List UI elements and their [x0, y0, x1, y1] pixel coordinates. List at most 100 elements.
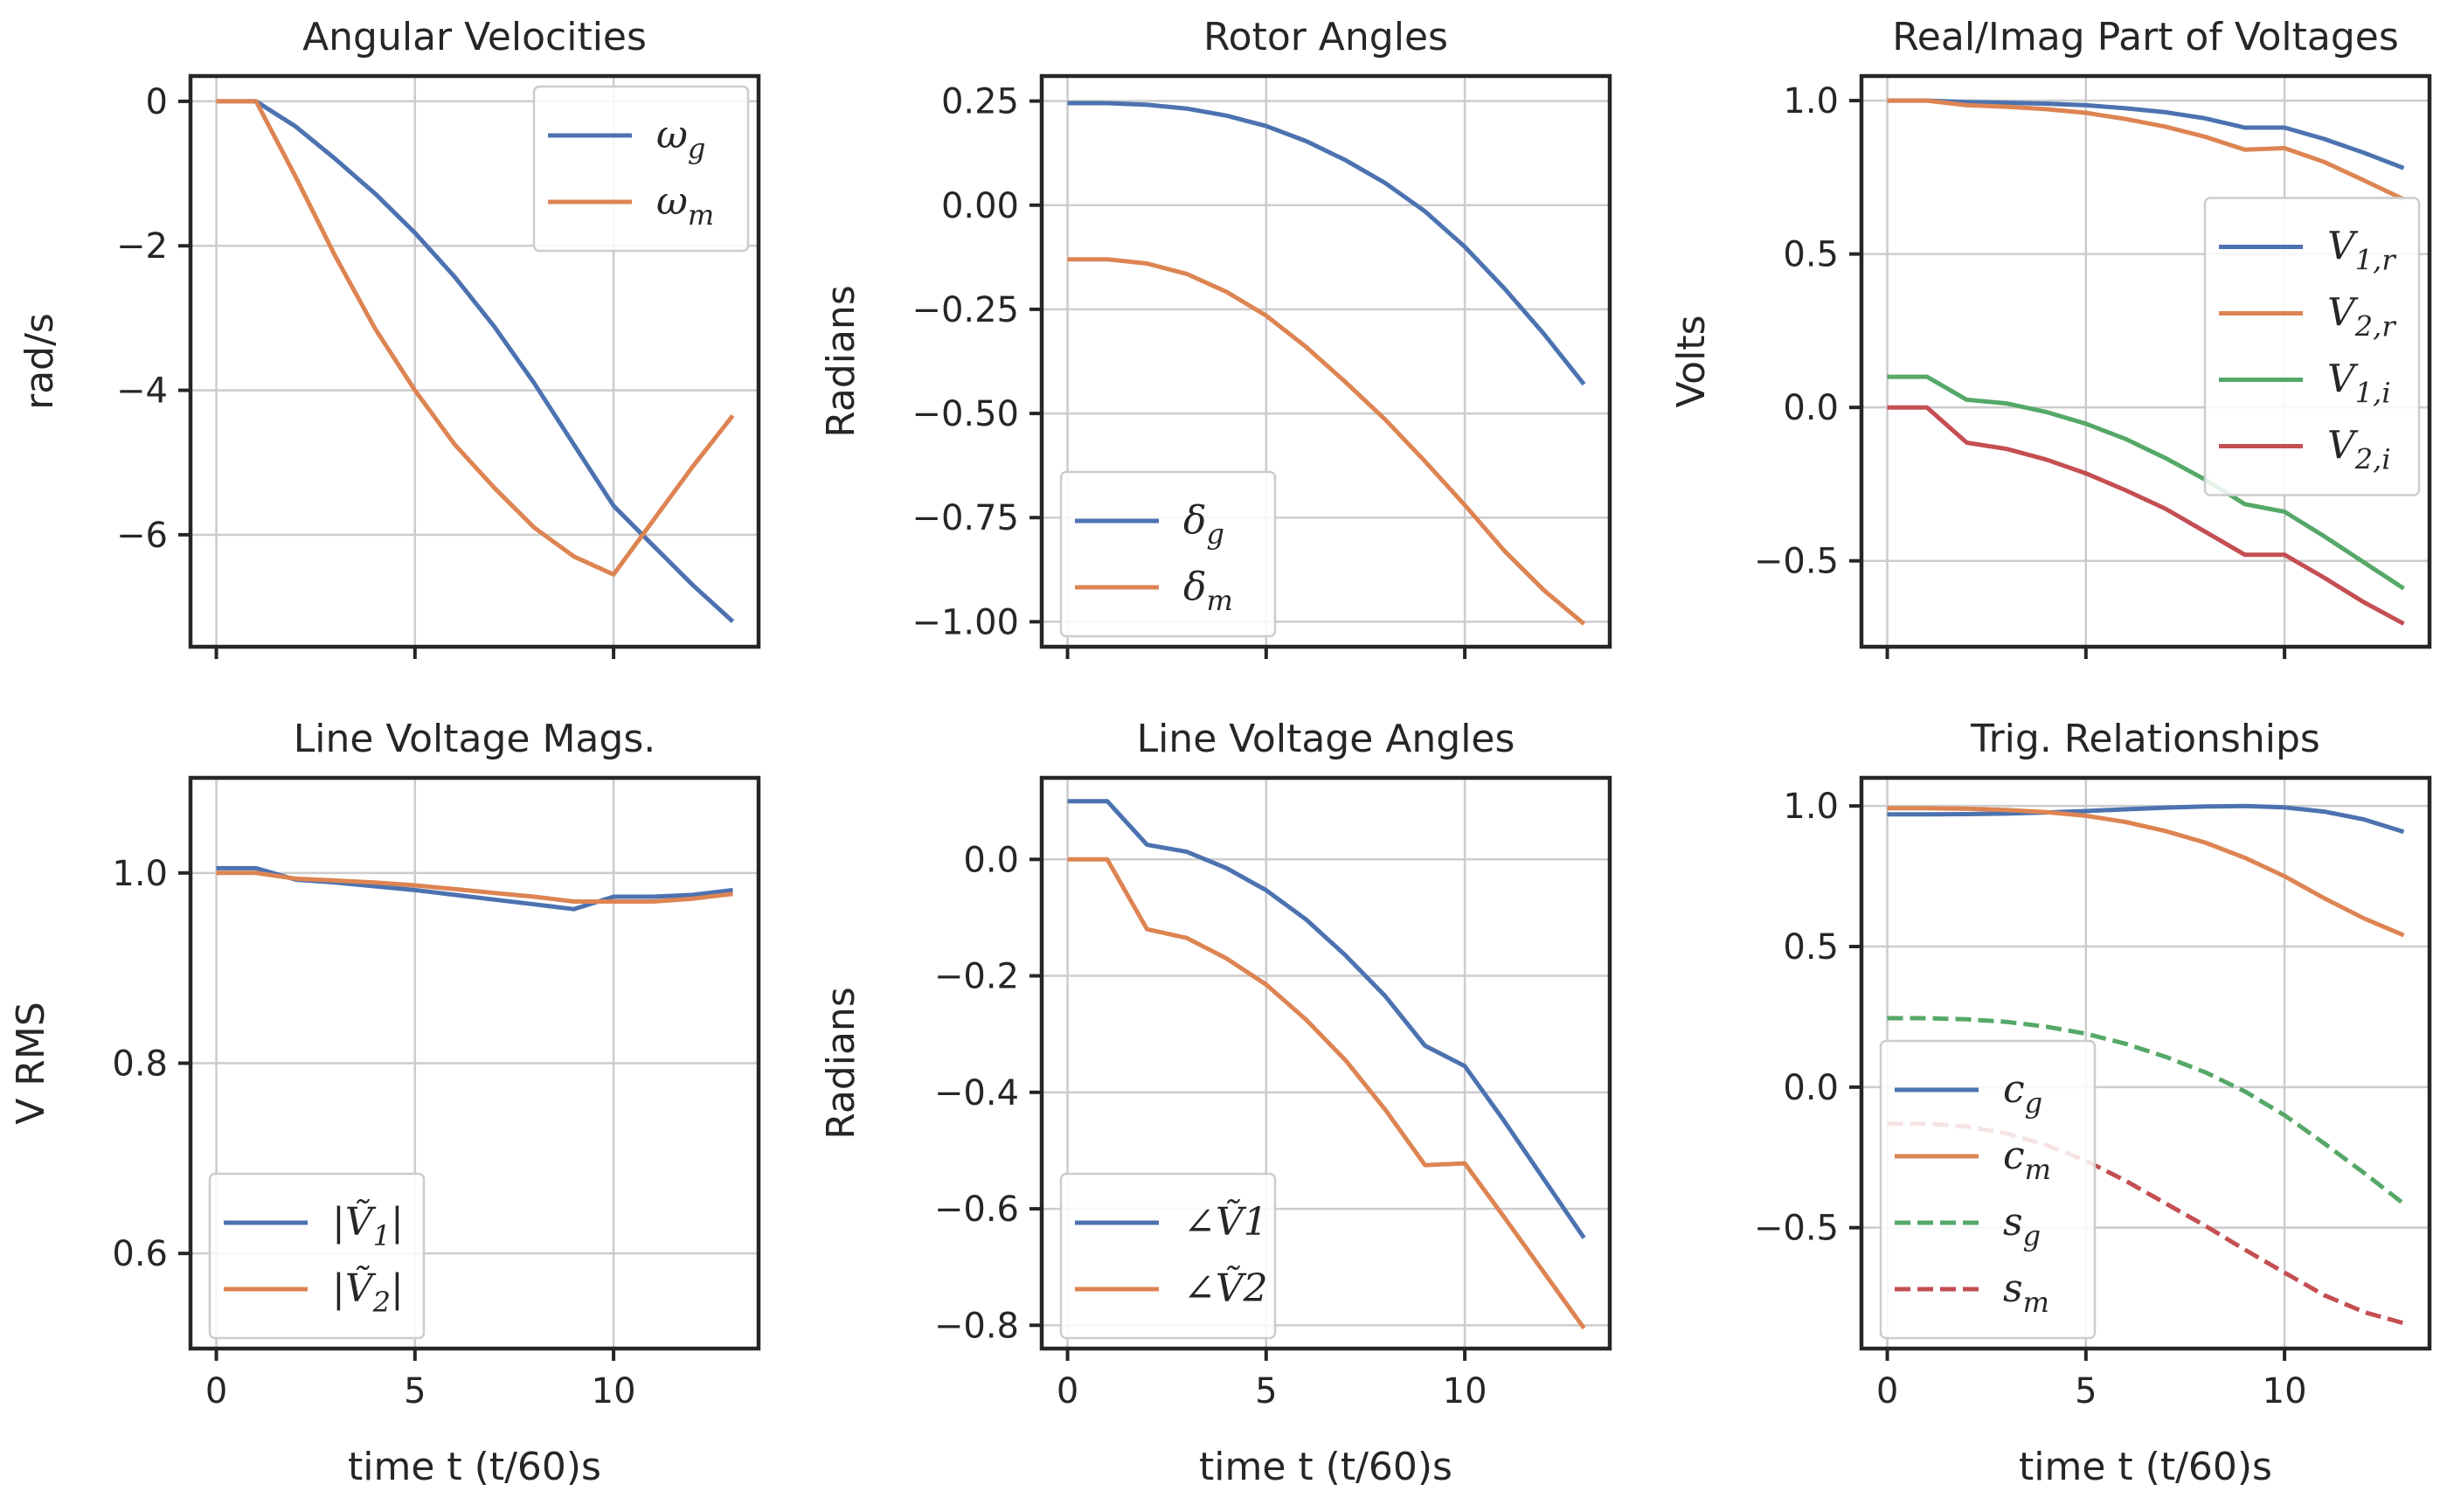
legend-label-2: ∠Ṽ2: [1183, 1265, 1268, 1311]
chart-panel-4: |Ṽ1| |Ṽ2| 0 5 10 1.0 0.8 0.6 Line Voltage Mags. t…: [9, 717, 761, 1489]
legend: V1,r V2,r V1,i V2,i: [2203, 197, 2421, 496]
y-tick-label: 0.5: [1783, 927, 1839, 968]
x-axis-label: time t (t/60)s: [1199, 1445, 1452, 1489]
y-tick-label: −0.4: [934, 1073, 1019, 1113]
legend-label-1: ωg: [656, 113, 705, 165]
legend-box: [2203, 197, 2421, 496]
legend-label-3: sg: [2003, 1200, 2041, 1252]
chart-title: Angular Velocities: [302, 15, 647, 59]
legend: δg δm: [1059, 470, 1277, 638]
series-line-1: [216, 99, 735, 623]
legend-label-2: δm: [1183, 565, 1233, 617]
x-axis-label: time t (t/60)s: [348, 1445, 601, 1489]
y-tick-label: −0.5: [1754, 1209, 1839, 1249]
legend-label-1: cg: [2003, 1067, 2042, 1120]
y-tick-label: −0.75: [912, 498, 1019, 538]
axes-frame: [1039, 73, 1612, 649]
series-line-1: [1887, 98, 2405, 170]
x-tick-label: 10: [1443, 1371, 1487, 1411]
series-line-1: [1887, 803, 2405, 835]
x-tick-label: 5: [2075, 1371, 2097, 1411]
y-tick-label: −0.50: [912, 394, 1019, 434]
chart-title: Trig. Relationships: [1970, 717, 2320, 761]
y-tick-label: −0.25: [912, 290, 1019, 330]
series-line-2: [1887, 806, 2405, 938]
x-tick-label: 10: [592, 1371, 636, 1411]
legend-label-2: |Ṽ2|: [332, 1265, 404, 1319]
y-tick-label: 0.0: [1783, 1068, 1839, 1108]
axes-frame: [1859, 775, 2432, 1351]
y-tick-label: 0.8: [112, 1044, 168, 1085]
legend-label-4: V2,i: [2327, 424, 2391, 476]
legend: |Ṽ1| |Ṽ2|: [208, 1172, 426, 1340]
axes-frame: [1039, 775, 1612, 1351]
y-tick-label: 0.25: [941, 82, 1019, 122]
chart-title: Line Voltage Mags.: [294, 717, 655, 761]
y-axis-label: Radians: [819, 285, 863, 438]
y-tick-label: −4: [116, 371, 168, 412]
y-tick-label: 0.0: [1783, 388, 1839, 428]
axes-frame: [188, 73, 761, 649]
x-axis-label: time t (t/60)s: [2019, 1445, 2272, 1489]
series-line-3: [1887, 374, 2405, 591]
chart-panel-2: δg δm 0.25 0.00 −0.25 −0.50 −0.75 −1.00 Rotor An…: [819, 15, 1612, 659]
legend-box: [1059, 1172, 1277, 1340]
series-line-1: [1067, 101, 1586, 386]
y-tick-label: −1.00: [912, 602, 1019, 642]
x-tick-label: 0: [205, 1371, 227, 1411]
legend: cg cm sg sm: [1879, 1039, 2097, 1340]
x-tick-label: 5: [404, 1371, 426, 1411]
series-line-2: [1067, 857, 1586, 1330]
y-axis-label: Volts: [1669, 315, 1714, 407]
chart-panel-1: ωg ωm 0 −2 −4 −6 Angular Velocities rad/s: [17, 15, 761, 659]
legend-box: [208, 1172, 426, 1340]
y-tick-label: 1.0: [112, 854, 168, 894]
legend-label-3: V1,i: [2327, 357, 2391, 410]
axes-frame: [1859, 73, 2432, 649]
x-tick-label: 0: [1876, 1371, 1898, 1411]
chart-title: Real/Imag Part of Voltages: [1892, 15, 2399, 59]
y-axis-label: rad/s: [17, 313, 62, 410]
legend-label-4: sm: [2003, 1266, 2049, 1319]
y-tick-label: −0.6: [934, 1189, 1019, 1230]
legend-label-1: |Ṽ1|: [332, 1198, 404, 1252]
series-line-4: [1887, 405, 2405, 626]
x-tick-label: 0: [1057, 1371, 1078, 1411]
legend-box: [1059, 470, 1277, 638]
series-line-2: [1887, 98, 2405, 202]
x-tick-label: 10: [2263, 1371, 2307, 1411]
y-axis-label: V RMS: [9, 1002, 53, 1125]
legend-label-1: V1,r: [2327, 225, 2396, 277]
legend: ∠Ṽ1∠Ṽ2: [1059, 1172, 1277, 1340]
series-line-2: [1067, 257, 1586, 626]
y-tick-label: 0.00: [941, 186, 1019, 226]
y-tick-label: 0.0: [963, 840, 1019, 880]
series-line-2: [216, 870, 733, 904]
y-tick-label: 0: [146, 82, 168, 122]
legend-label-2: ωm: [656, 179, 714, 232]
series-line-4: [1887, 1121, 2405, 1326]
legend-label-1: ∠Ṽ1: [1183, 1198, 1268, 1245]
legend-box: [532, 85, 750, 253]
legend-label-1: δg: [1183, 498, 1224, 551]
y-tick-label: 1.0: [1783, 787, 1839, 827]
x-tick-label: 5: [1255, 1371, 1277, 1411]
chart-title: Line Voltage Angles: [1137, 717, 1515, 761]
legend-box: [1879, 1039, 2097, 1340]
y-tick-label: 0.6: [112, 1234, 168, 1274]
chart-panel-6: cg cm sg sm 0 5 10 1.0 0.5 0.0 −0.5 Trig. Relations…: [1754, 717, 2432, 1489]
y-tick-label: −2: [116, 226, 168, 267]
y-tick-label: −0.8: [934, 1306, 1019, 1346]
y-tick-label: −0.2: [934, 957, 1019, 997]
legend-label-2: V2,r: [2327, 291, 2396, 343]
y-tick-label: 1.0: [1783, 81, 1839, 121]
series-line-3: [1887, 1016, 2406, 1206]
y-axis-label: Radians: [819, 987, 863, 1140]
series-line-1: [1067, 799, 1586, 1239]
legend-label-2: cm: [2003, 1134, 2051, 1186]
y-tick-label: 0.5: [1783, 235, 1839, 275]
series-line-2: [216, 99, 735, 577]
y-tick-label: −0.5: [1754, 542, 1839, 582]
